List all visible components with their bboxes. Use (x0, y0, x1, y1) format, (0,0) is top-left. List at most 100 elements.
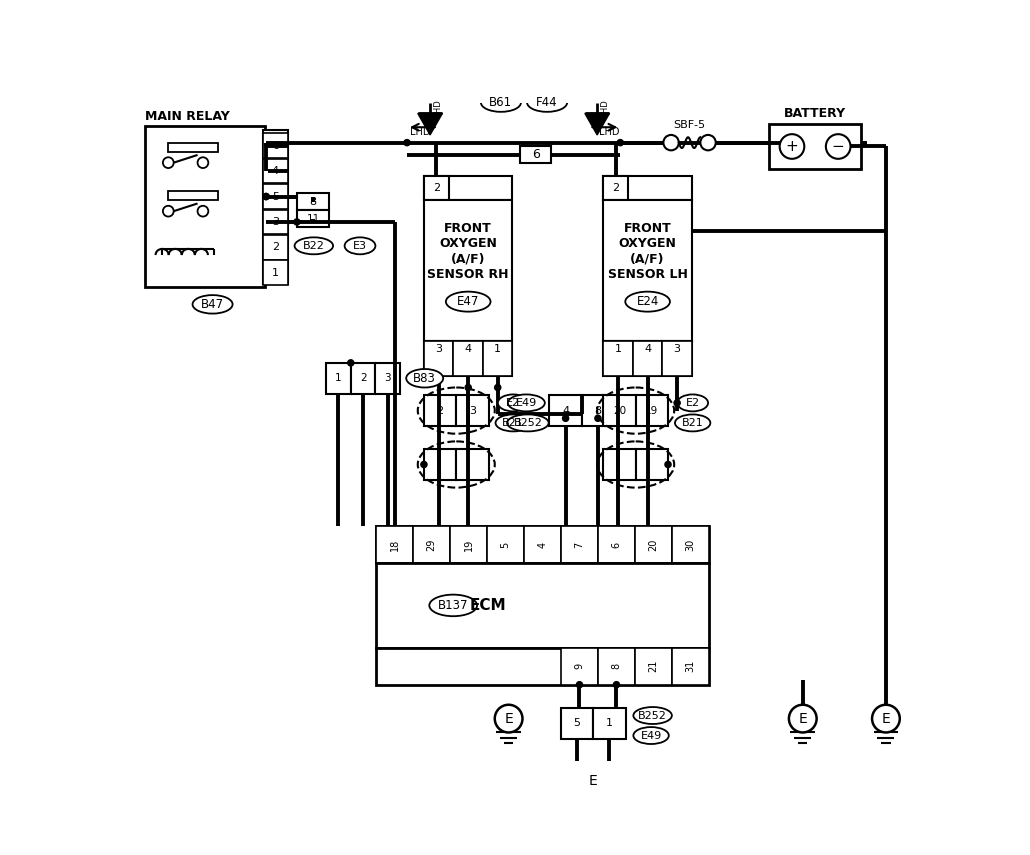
Bar (604, 341, 632, 376)
Circle shape (665, 462, 672, 468)
Bar (297, 210, 330, 227)
Text: 4: 4 (562, 405, 570, 416)
Text: 19: 19 (464, 539, 474, 551)
Text: 3: 3 (384, 374, 391, 383)
Bar (598, 648, 634, 685)
Ellipse shape (633, 727, 668, 744)
Text: 1: 1 (606, 718, 613, 728)
Text: LHD: LHD (410, 127, 431, 137)
Ellipse shape (446, 292, 490, 312)
Bar (604, 341, 692, 376)
Text: B21: B21 (682, 418, 703, 428)
Text: FRONT: FRONT (624, 222, 672, 235)
Circle shape (198, 206, 208, 216)
Text: 4: 4 (644, 344, 651, 354)
Bar (263, 184, 287, 209)
Ellipse shape (430, 594, 477, 616)
Text: 2: 2 (359, 374, 367, 383)
Bar (634, 648, 672, 685)
Text: 1: 1 (494, 344, 502, 354)
Bar (561, 648, 598, 685)
Polygon shape (418, 114, 443, 135)
Circle shape (404, 139, 410, 145)
Bar (376, 526, 709, 563)
Bar (424, 176, 513, 200)
Text: 21: 21 (649, 660, 658, 672)
Text: 4: 4 (272, 166, 279, 176)
Text: BATTERY: BATTERY (784, 108, 847, 121)
Bar (327, 363, 351, 393)
Text: SENSOR RH: SENSOR RH (427, 268, 509, 281)
Bar (634, 526, 672, 563)
Bar (483, 341, 513, 376)
Text: SENSOR LH: SENSOR LH (608, 268, 688, 281)
Circle shape (163, 157, 174, 168)
Text: 19: 19 (645, 405, 658, 416)
Text: 9: 9 (575, 663, 584, 669)
Text: 31: 31 (685, 660, 695, 672)
Ellipse shape (633, 707, 672, 724)
Bar (582, 395, 614, 426)
Text: E24: E24 (637, 295, 659, 308)
Bar (263, 130, 287, 284)
Bar (456, 395, 488, 426)
Text: (A/F): (A/F) (630, 253, 664, 266)
Bar (561, 708, 593, 739)
Polygon shape (585, 114, 610, 135)
Circle shape (263, 193, 269, 199)
Circle shape (562, 416, 569, 422)
Circle shape (872, 705, 900, 733)
Text: E49: E49 (516, 398, 537, 408)
Text: E: E (798, 711, 808, 726)
Text: 5: 5 (272, 192, 279, 202)
Bar (593, 708, 625, 739)
Text: B21: B21 (503, 418, 524, 428)
Bar (768, 124, 861, 168)
Bar (375, 363, 400, 393)
Bar (376, 648, 709, 685)
Circle shape (466, 385, 472, 391)
Bar (598, 526, 634, 563)
Text: 1: 1 (615, 344, 621, 354)
Text: ECM: ECM (470, 598, 506, 613)
Circle shape (789, 705, 817, 733)
Text: 8: 8 (612, 663, 621, 669)
Bar (424, 200, 513, 341)
Circle shape (294, 219, 300, 225)
Text: B252: B252 (513, 418, 543, 428)
Bar (632, 341, 662, 376)
Circle shape (421, 462, 427, 468)
Bar (145, 126, 265, 287)
Bar (263, 133, 287, 158)
Text: B252: B252 (639, 711, 667, 721)
Ellipse shape (497, 394, 528, 411)
Circle shape (613, 681, 619, 687)
Circle shape (674, 400, 680, 406)
Bar (520, 146, 551, 163)
Circle shape (700, 135, 716, 150)
Bar (453, 341, 483, 376)
Circle shape (163, 206, 174, 216)
Text: +: + (786, 139, 798, 154)
Text: E: E (882, 711, 890, 726)
Text: 11: 11 (306, 214, 319, 224)
Ellipse shape (527, 93, 568, 112)
Text: SBF-5: SBF-5 (674, 121, 706, 130)
Text: 3: 3 (674, 344, 681, 354)
Text: B22: B22 (303, 241, 324, 251)
Bar (263, 159, 287, 184)
Text: 3: 3 (469, 405, 476, 416)
Bar (672, 648, 709, 685)
Circle shape (348, 360, 354, 366)
Bar (561, 526, 598, 563)
Ellipse shape (406, 369, 443, 387)
Bar (168, 192, 218, 200)
Text: B61: B61 (489, 96, 513, 109)
Text: 6: 6 (612, 541, 621, 548)
Text: 18: 18 (389, 539, 400, 551)
Text: 6: 6 (531, 149, 540, 162)
Bar (424, 449, 456, 480)
Text: E3: E3 (353, 241, 367, 251)
Bar (549, 395, 582, 426)
Text: (A/F): (A/F) (451, 253, 485, 266)
